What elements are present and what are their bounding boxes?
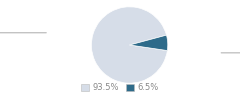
Wedge shape [130, 35, 168, 51]
Legend: 93.5%, 6.5%: 93.5%, 6.5% [78, 80, 162, 96]
Wedge shape [91, 7, 167, 83]
